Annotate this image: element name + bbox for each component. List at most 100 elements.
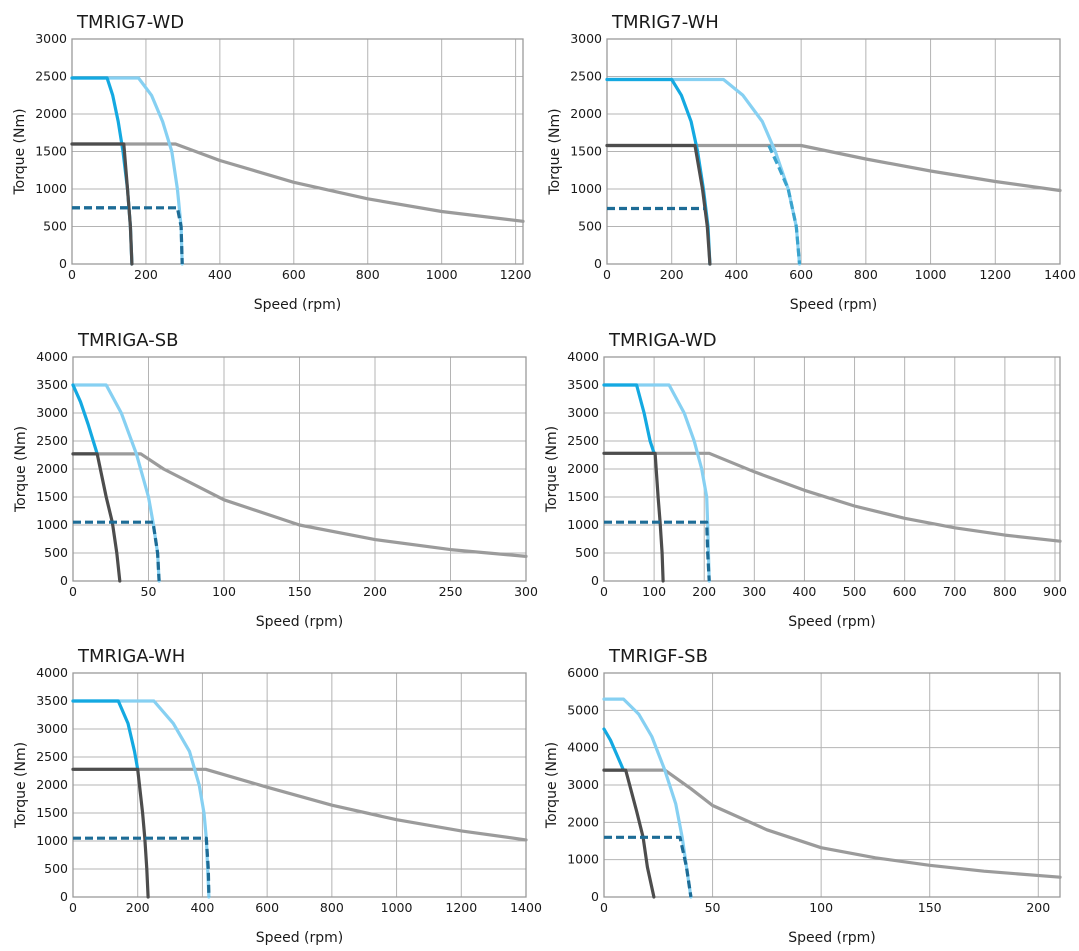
x-tick-label: 100 [642,584,666,599]
x-tick-label: 0 [69,584,77,599]
x-axis-label: Speed (rpm) [788,930,876,946]
x-tick-label: 50 [141,584,157,599]
x-tick-label: 1200 [445,900,477,915]
series-line [72,206,184,265]
y-tick-label: 3000 [567,777,599,792]
x-tick-label: 500 [843,584,867,599]
y-tick-label: 0 [591,573,599,588]
y-tick-label: 1500 [567,489,599,504]
x-tick-label: 0 [68,267,76,282]
y-tick-label: 5000 [567,702,599,717]
x-tick-label: 250 [439,584,463,599]
y-tick-label: 3000 [36,405,68,420]
x-tick-label: 800 [320,900,344,915]
x-tick-label: 300 [742,584,766,599]
y-tick-label: 500 [44,861,68,876]
series-line [70,76,134,266]
x-axis-label: Speed (rpm) [256,930,344,946]
y-tick-label: 500 [578,219,602,234]
y-tick-label: 2000 [36,461,68,476]
x-tick-label: 200 [363,584,387,599]
series-line [602,451,1062,543]
series-line [73,520,161,582]
x-tick-label: 200 [660,267,684,282]
series-line [73,836,211,898]
y-tick-label: 1000 [36,517,68,532]
y-tick-label: 500 [43,219,67,234]
y-tick-label: 1000 [35,181,67,196]
series-line [767,144,802,265]
x-tick-label: 800 [993,584,1017,599]
series-line [604,520,711,582]
x-tick-label: 600 [282,267,306,282]
x-tick-label: 1000 [915,267,947,282]
x-tick-label: 0 [600,900,608,915]
x-tick-label: 0 [603,267,611,282]
y-tick-label: 6000 [567,665,599,680]
x-tick-label: 800 [356,267,380,282]
y-axis-label: Torque (Nm) [547,108,563,195]
series-line [71,383,161,583]
y-tick-label: 0 [594,256,602,271]
y-tick-label: 0 [59,256,67,271]
chart-5: 0 200 400 600 800 1000 1200 1400 0 500 1000 1500 200… [13,646,542,946]
y-tick-label: 3500 [36,693,68,708]
series-line [71,767,528,842]
y-tick-label: 1500 [570,144,602,159]
x-tick-label: 1200 [500,267,532,282]
series-line [71,767,150,899]
y-tick-label: 0 [60,889,68,904]
y-axis-label: Torque (Nm) [13,426,29,513]
x-tick-label: 0 [600,584,608,599]
plot-frame [603,356,1061,582]
x-tick-label: 200 [134,267,158,282]
x-axis-label: Speed (rpm) [254,297,342,313]
chart-title: TMRIGA-WD [608,330,717,351]
y-tick-label: 1000 [567,517,599,532]
chart-1: 0 200 400 600 800 1000 1200 0 500 1000 1500 2000 250… [12,12,532,313]
chart-title: TMRIG7-WH [611,12,719,33]
y-axis-label: Torque (Nm) [13,742,29,829]
series-line [605,77,712,266]
y-tick-label: 4000 [567,740,599,755]
series-line [602,727,626,772]
x-tick-label: 700 [943,584,967,599]
y-tick-label: 1000 [567,852,599,867]
chart-title: TMRIGA-WH [77,646,185,667]
x-tick-label: 800 [854,267,878,282]
x-tick-label: 100 [809,900,833,915]
y-tick-label: 500 [575,545,599,560]
chart-title: TMRIGF-SB [608,646,708,667]
series-line [71,699,211,899]
x-tick-label: 600 [255,900,279,915]
y-tick-label: 2500 [36,749,68,764]
y-tick-label: 2000 [570,106,602,121]
y-tick-label: 2000 [567,814,599,829]
x-tick-label: 50 [705,900,721,915]
y-tick-label: 0 [60,573,68,588]
y-tick-label: 3500 [567,377,599,392]
y-tick-label: 2500 [36,433,68,448]
y-tick-label: 4000 [36,349,68,364]
y-tick-label: 3500 [36,377,68,392]
series-line [602,768,1062,879]
x-tick-label: 400 [208,267,232,282]
series-line [71,452,122,583]
x-tick-label: 900 [1043,584,1067,599]
x-tick-label: 600 [893,584,917,599]
y-tick-label: 2000 [567,461,599,476]
y-axis-label: Torque (Nm) [544,426,560,513]
series-line [71,699,140,771]
series-line [602,451,665,583]
y-tick-label: 2500 [570,69,602,84]
chart-4: 0 100 200 300 400 500 600 700 800 900 0 500 1000 1500… [544,330,1067,630]
y-tick-label: 1000 [36,833,68,848]
x-tick-label: 400 [793,584,817,599]
y-tick-label: 3000 [567,405,599,420]
series-line [70,142,134,266]
x-tick-label: 1000 [426,267,458,282]
x-tick-label: 200 [692,584,716,599]
series-line [605,143,1062,193]
